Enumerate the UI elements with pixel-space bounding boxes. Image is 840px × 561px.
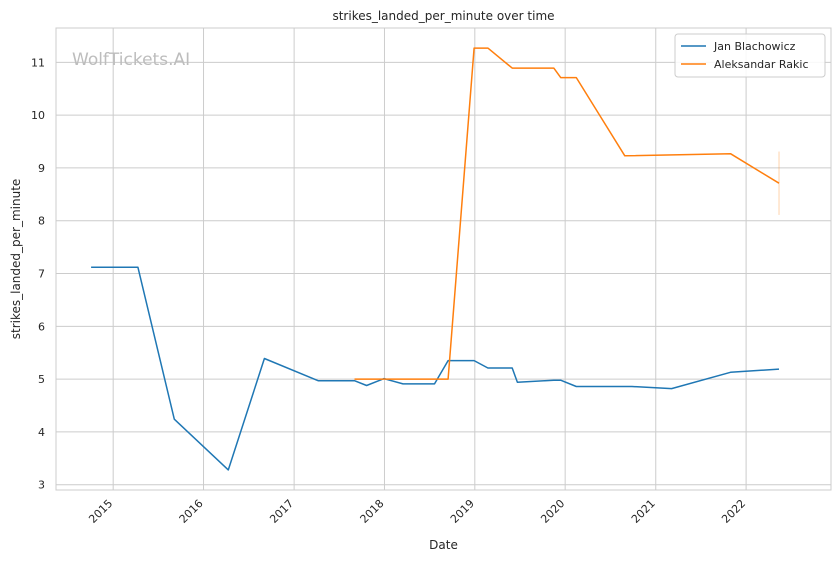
x-tick-label: 2021 <box>629 497 658 526</box>
data-point-jan-blachowicz <box>174 418 176 420</box>
data-point-jan-blachowicz <box>778 368 780 370</box>
x-gridlines <box>112 28 747 490</box>
y-tick-label: 11 <box>31 56 45 69</box>
series-line-jan-blachowicz <box>91 266 780 471</box>
legend-box <box>674 33 826 78</box>
data-point-aleksandar-rakic <box>511 67 513 69</box>
data-point-jan-blachowicz <box>553 379 555 381</box>
data-point-aleksandar-rakic <box>575 77 577 79</box>
y-tick-label: 8 <box>38 215 45 228</box>
y-tick-label: 4 <box>38 426 45 439</box>
y-axis-label: strikes_landed_per_minute <box>9 179 23 340</box>
x-tick-label: 2019 <box>448 497 477 526</box>
data-point-jan-blachowicz <box>671 388 673 390</box>
data-point-jan-blachowicz <box>511 367 513 369</box>
x-tick-label: 2020 <box>538 497 567 526</box>
y-tick-label: 6 <box>38 320 45 333</box>
y-tick-label: 9 <box>38 162 45 175</box>
data-point-jan-blachowicz <box>402 383 404 385</box>
data-point-aleksandar-rakic <box>354 378 356 380</box>
data-point-jan-blachowicz <box>354 380 356 382</box>
data-point-jan-blachowicz <box>487 367 489 369</box>
data-point-jan-blachowicz <box>560 379 562 381</box>
data-point-jan-blachowicz <box>317 380 319 382</box>
data-point-jan-blachowicz <box>434 383 436 385</box>
series-layer <box>90 47 780 471</box>
data-point-aleksandar-rakic <box>560 77 562 79</box>
x-tick-label: 2022 <box>719 497 748 526</box>
data-point-jan-blachowicz <box>264 358 266 360</box>
y-gridlines <box>56 61 831 486</box>
x-tick-labels: 2015 2016 2017 2018 2019 2020 2021 2022 <box>86 497 748 526</box>
data-point-jan-blachowicz <box>447 360 449 362</box>
data-point-aleksandar-rakic <box>730 153 732 155</box>
y-tick-label: 3 <box>38 479 45 492</box>
data-point-jan-blachowicz <box>730 371 732 373</box>
data-point-aleksandar-rakic <box>624 155 626 157</box>
data-point-aleksandar-rakic <box>487 47 489 49</box>
x-tick-label: 2017 <box>267 497 296 526</box>
data-point-aleksandar-rakic <box>473 47 475 49</box>
y-tick-label: 7 <box>38 268 45 281</box>
data-point-jan-blachowicz <box>137 266 139 268</box>
data-point-jan-blachowicz <box>473 360 475 362</box>
data-point-jan-blachowicz <box>90 266 92 268</box>
data-point-jan-blachowicz <box>575 386 577 388</box>
x-tick-label: 2015 <box>86 497 115 526</box>
watermark-text: WolfTickets.AI <box>72 50 190 70</box>
x-tick-label: 2018 <box>358 497 387 526</box>
y-tick-labels: 3 4 5 6 7 8 9 10 11 <box>31 56 45 491</box>
data-point-jan-blachowicz <box>227 469 229 471</box>
data-point-jan-blachowicz <box>631 386 633 388</box>
y-tick-label: 5 <box>38 373 45 386</box>
x-tick-label: 2016 <box>177 497 206 526</box>
plot-area <box>55 27 832 491</box>
x-axis-label: Date <box>429 538 458 552</box>
chart-title: strikes_landed_per_minute over time <box>332 9 554 23</box>
data-point-aleksandar-rakic <box>447 378 449 380</box>
data-point-jan-blachowicz <box>366 385 368 387</box>
legend-label-aleksandar-rakic: Aleksandar Rakic <box>714 58 809 71</box>
legend: Jan Blachowicz Aleksandar Rakic <box>674 33 826 78</box>
data-point-jan-blachowicz <box>517 381 519 383</box>
legend-label-jan-blachowicz: Jan Blachowicz <box>713 40 796 53</box>
series-line-aleksandar-rakic <box>354 47 780 380</box>
y-tick-label: 10 <box>31 109 45 122</box>
data-point-aleksandar-rakic <box>553 67 555 69</box>
